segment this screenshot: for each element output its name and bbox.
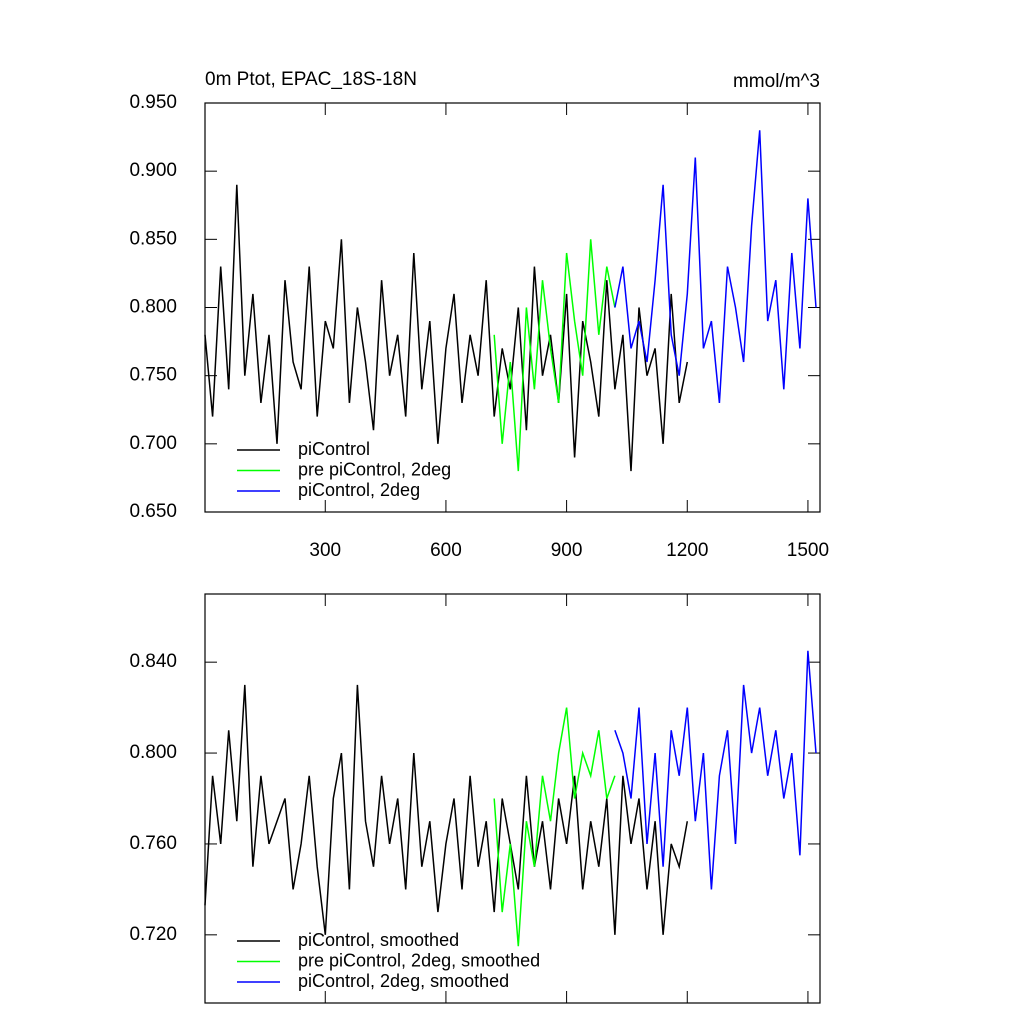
series-line [204,684,689,935]
x-tick-label: 300 [309,540,341,561]
y-tick-label: 0.800 [129,297,177,318]
y-tick-label: 0.760 [129,833,177,854]
legend-label: piControl [298,439,370,459]
y-tick-label: 0.650 [129,501,177,522]
legend-label: pre piControl, 2deg, smoothed [298,950,540,970]
y-tick-label: 0.850 [129,228,177,249]
series-line [614,650,817,890]
x-tick-label: 1200 [666,540,708,561]
x-tick-label: 900 [551,540,583,561]
plot-frame [204,102,821,513]
x-tick-label: 1500 [787,540,829,561]
plot-frame [204,593,821,1004]
y-tick-label: 0.720 [129,924,177,945]
y-tick-label: 0.950 [129,92,177,113]
series-line [204,184,689,472]
legend-label: piControl, 2deg [298,480,420,500]
y-tick-label: 0.800 [129,742,177,763]
y-tick-label: 0.700 [129,433,177,454]
series-line [493,239,616,472]
y-tick-label: 0.900 [129,160,177,181]
legend-label: piControl, 2deg, smoothed [298,971,509,991]
units-label: mmol/m^3 [733,71,820,92]
legend-label: piControl, smoothed [298,930,459,950]
x-tick-label: 600 [430,540,462,561]
series-line [614,130,817,403]
chart-title: 0m Ptot, EPAC_18S-18N [205,69,417,90]
y-tick-label: 0.840 [129,651,177,672]
y-tick-label: 0.750 [129,365,177,386]
legend-label: pre piControl, 2deg [298,459,451,479]
series-line [493,707,616,947]
